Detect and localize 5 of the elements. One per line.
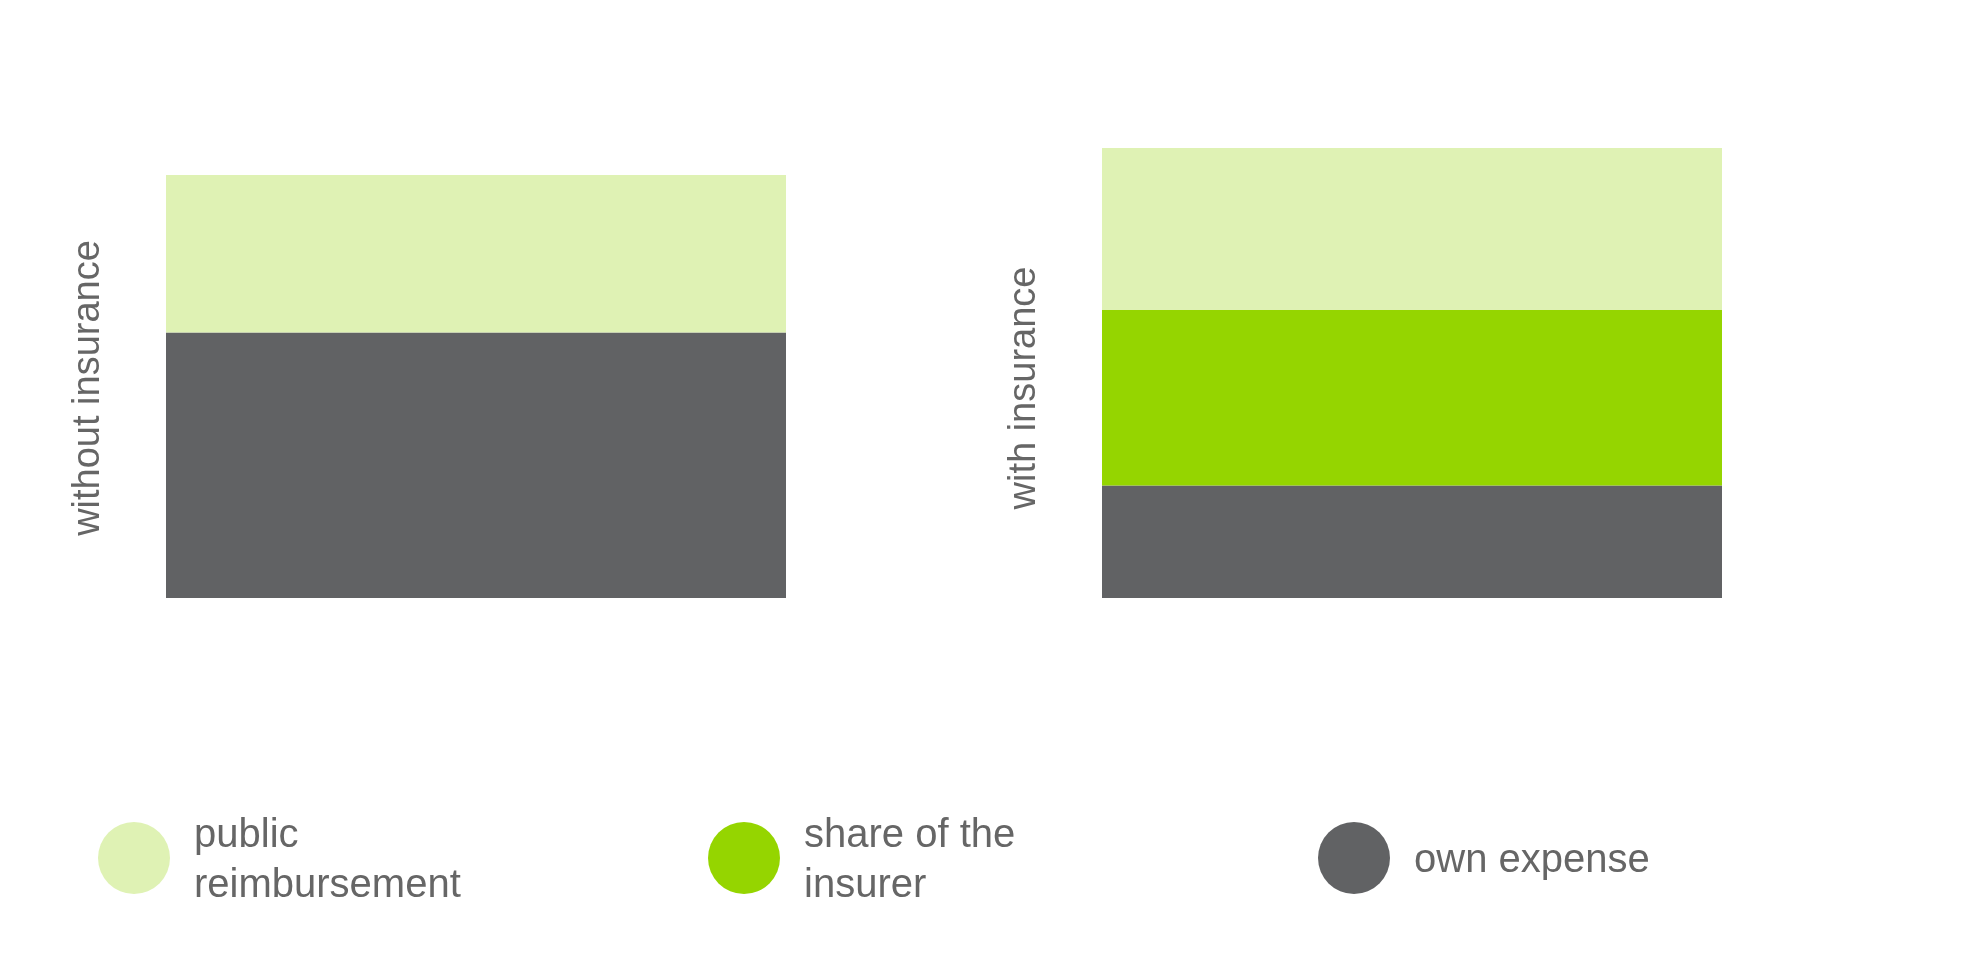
x-tick-label: without insurance [64, 240, 108, 536]
legend-label: own expense [1414, 835, 1651, 882]
legend-label: share of the insurer [804, 810, 1017, 907]
x-tick-label: with insurance [1000, 266, 1044, 510]
legend-label: public reimbursement [194, 810, 462, 907]
